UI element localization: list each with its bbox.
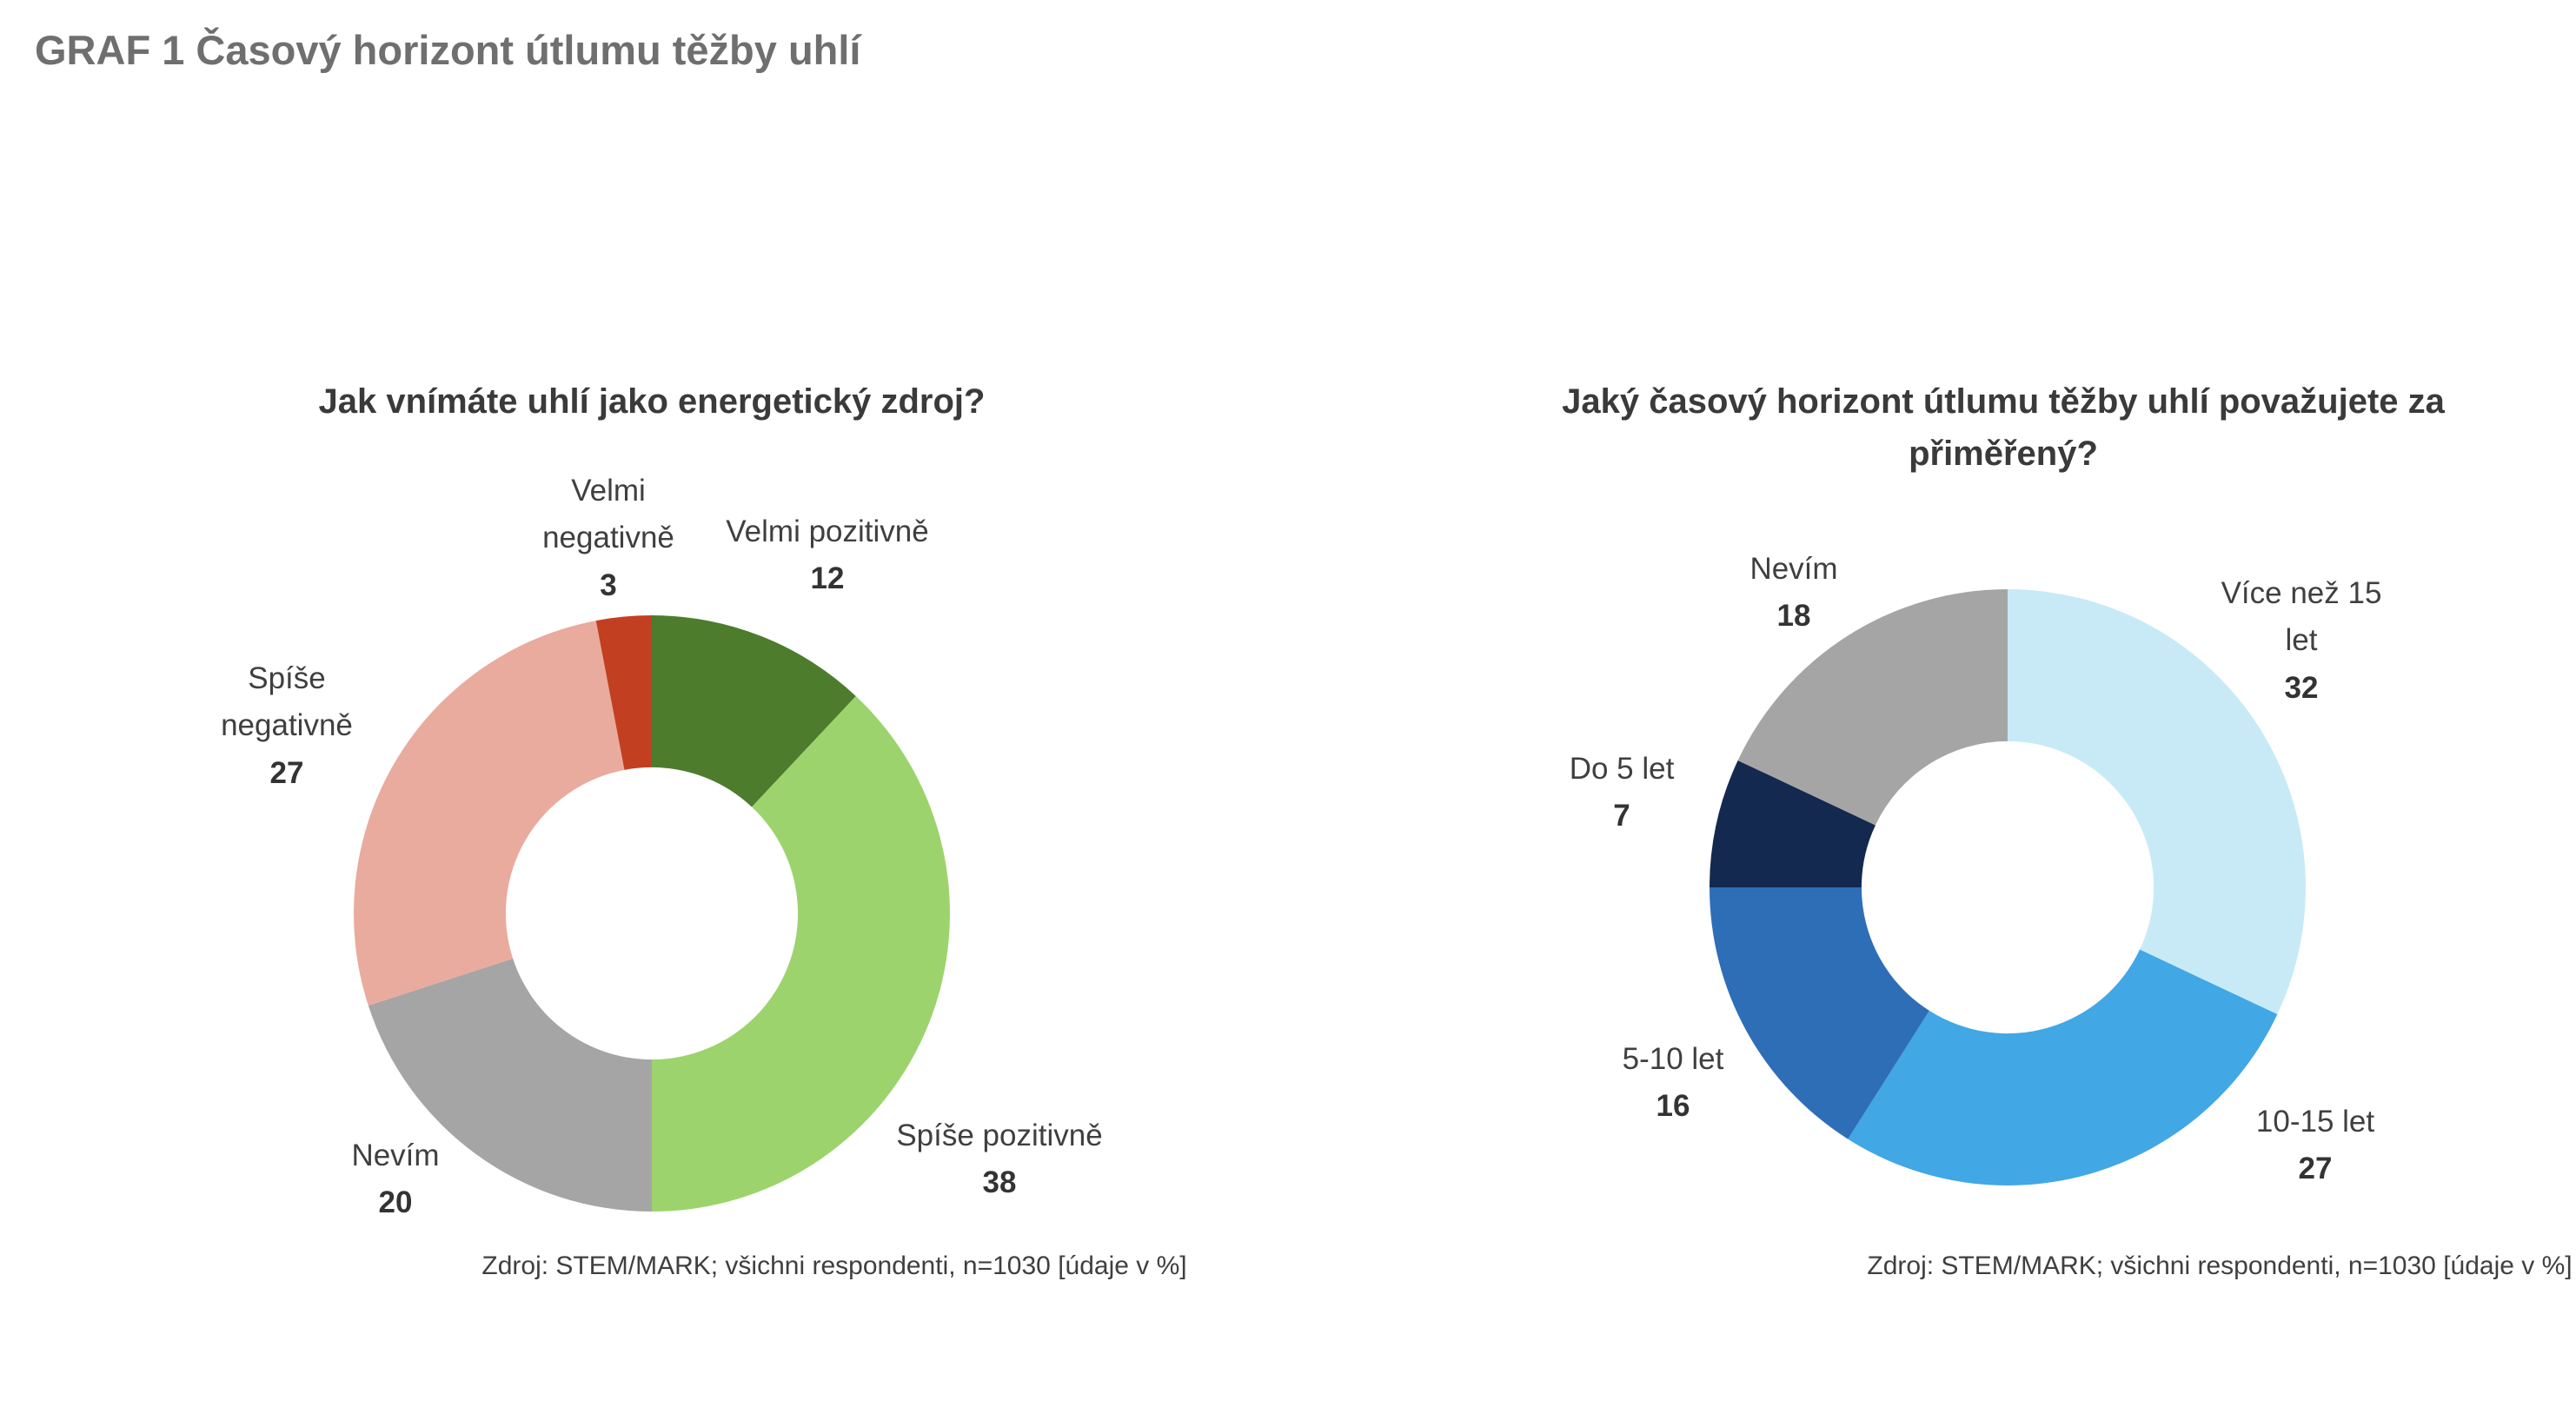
donut-segment-nevim (368, 958, 652, 1212)
label-value: 27 (269, 755, 304, 790)
label-text: Do 5 let (1569, 752, 1675, 786)
label-text: Velmi negativně (542, 474, 674, 555)
segment-label-do-5-let: Do 5 let 7 (1491, 746, 1752, 840)
donut-segment-vice-nez-15-let (2008, 589, 2306, 1015)
segment-label-10-15-let: 10-15 let 27 (2159, 1099, 2472, 1193)
donut-segment-velmi-negativne (595, 615, 652, 770)
label-value: 3 (600, 568, 617, 602)
label-text: 5-10 let (1622, 1042, 1724, 1076)
donut-segment-10-15-let (1848, 949, 2278, 1185)
donut-chart-perception (354, 615, 950, 1212)
segment-label-nevim: Nevím 20 (265, 1132, 526, 1227)
segment-label-5-10-let: 5-10 let 16 (1534, 1036, 1812, 1131)
donut-segment-nevim (1737, 589, 2008, 826)
label-text: Nevím (1749, 552, 1838, 586)
donut-segment-velmi-pozitivne (652, 615, 856, 807)
label-value: 18 (1776, 599, 1811, 634)
label-value: 38 (982, 1165, 1017, 1200)
label-value: 16 (1656, 1089, 1690, 1124)
label-value: 7 (1613, 799, 1630, 833)
label-text: 10-15 let (2255, 1105, 2375, 1139)
segment-label-velmi-pozitivne: Velmi pozitivně 12 (723, 508, 932, 603)
segment-label-nevim: Nevím 18 (1663, 546, 1924, 641)
label-value: 32 (2284, 670, 2319, 705)
chart-title-horizon: Jaký časový horizont útlumu těžby uhlí p… (1562, 382, 2445, 473)
donut-chart-horizon (1710, 589, 2306, 1185)
donut-segment-spise-pozitivne (652, 695, 950, 1212)
donut-segment-5-10-let (1710, 887, 1929, 1139)
source-note-right: Zdroj: STEM/MARK; všichni respondenti, n… (1867, 1252, 2573, 1280)
source-note-left: Zdroj: STEM/MARK; všichni respondenti, n… (481, 1252, 1187, 1280)
label-value: 20 (378, 1185, 413, 1220)
donut-segment-spise-negativne (354, 621, 625, 1006)
chart-title-perception: Jak vnímáte uhlí jako energetický zdroj? (318, 382, 986, 421)
label-text: Více než 15 let (2221, 576, 2382, 658)
label-value: 27 (2298, 1152, 2333, 1186)
label-text: Spíše pozitivně (896, 1119, 1103, 1152)
page-title: GRAF 1 Časový horizont útlumu těžby uhlí (35, 27, 861, 73)
label-text: Velmi pozitivně (726, 515, 929, 548)
donut-segment-do-5-let (1710, 760, 1876, 887)
label-text: Nevím (351, 1139, 440, 1172)
label-value: 12 (810, 561, 845, 596)
segment-label-vice-nez-15-let: Více než 15 let 32 (2206, 570, 2397, 712)
segment-label-velmi-negativne: Velmi negativně 3 (504, 468, 713, 609)
segment-label-spise-pozitivne: Spíše pozitivně 38 (765, 1112, 1234, 1207)
label-text: Spíše negativně (221, 661, 353, 743)
segment-label-spise-negativne: Spíše negativně 27 (183, 655, 391, 797)
